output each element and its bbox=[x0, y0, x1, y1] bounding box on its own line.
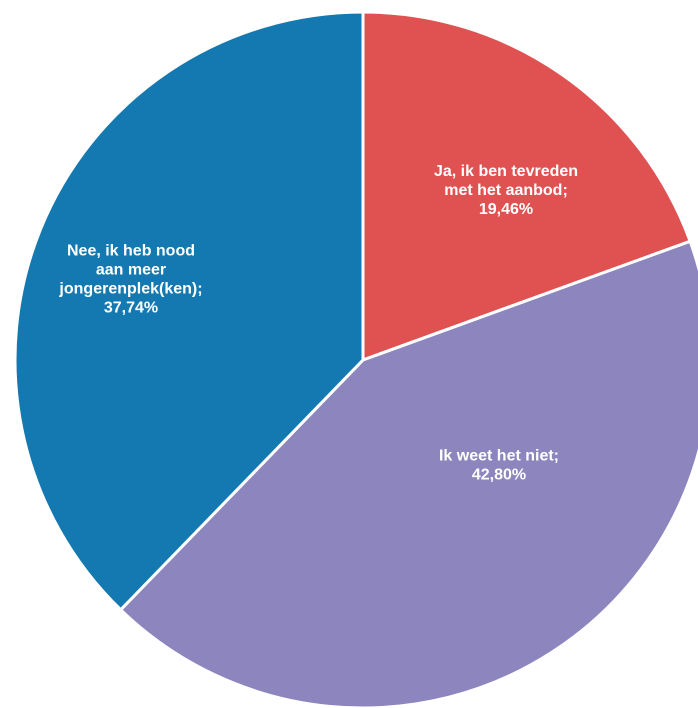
slice-label-line: Ik weet het niet; bbox=[439, 448, 559, 465]
slice-label-line: Ja, ik ben tevreden bbox=[434, 163, 578, 180]
slice-label-1: Ja, ik ben tevreden met het aanbod; 19,46% bbox=[434, 163, 578, 218]
slice-label-3: Nee, ik heb nood aan meer jongerenplek(ken… bbox=[58, 243, 202, 317]
slice-label-line: Nee, ik heb nood bbox=[67, 243, 195, 260]
pie-labels: Ja, ik ben tevreden met het aanbod; 19,46%… bbox=[58, 163, 578, 484]
slice-label-line: met het aanbod; bbox=[444, 182, 568, 199]
pie-slice-1 bbox=[361, 10, 692, 362]
slice-label-line: 37,74% bbox=[104, 300, 158, 317]
slice-label-2: Ik weet het niet; 42,80% bbox=[439, 448, 559, 484]
slice-label-line: 42,80% bbox=[472, 467, 526, 484]
pie-slice-3 bbox=[13, 10, 365, 612]
pie-slice-2 bbox=[119, 239, 698, 708]
slice-label-line: 19,46% bbox=[479, 201, 533, 218]
slice-label-line: aan meer bbox=[96, 262, 166, 279]
slice-label-line: jongerenplek(ken); bbox=[58, 281, 202, 298]
pie-slices bbox=[13, 10, 698, 708]
